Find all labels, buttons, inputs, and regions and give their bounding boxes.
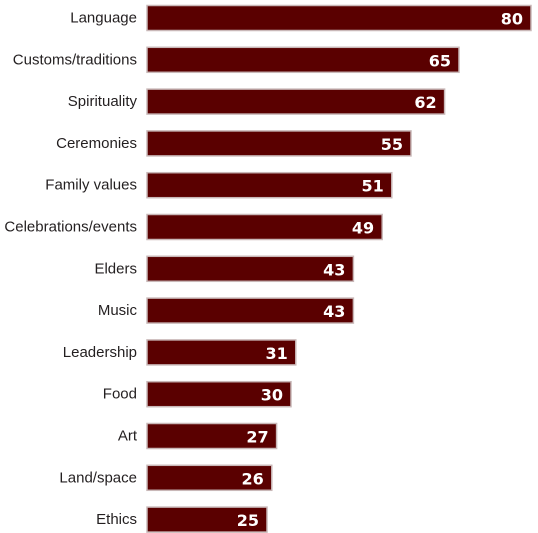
bar-value-label: 26 xyxy=(242,469,264,488)
category-label: Family values xyxy=(45,177,137,194)
category-label: Celebrations/events xyxy=(4,219,137,236)
bar-value-label: 51 xyxy=(362,177,384,196)
category-label: Music xyxy=(98,302,138,319)
bar-value-label: 62 xyxy=(414,93,436,112)
bar xyxy=(146,4,532,32)
bar xyxy=(146,297,355,324)
category-label: Customs/traditions xyxy=(13,51,137,68)
category-label: Ceremonies xyxy=(56,135,137,152)
bar xyxy=(146,171,393,199)
bar-value-label: 31 xyxy=(266,344,288,363)
bar xyxy=(146,130,412,157)
value-labels-layer: 80 65 62 55 51 49 43 43 31 30 27 26 25 xyxy=(237,10,523,531)
category-label: Food xyxy=(103,386,137,403)
category-label: Leadership xyxy=(63,344,137,361)
category-label: Art xyxy=(118,428,138,445)
category-labels-layer: Language Customs/traditions Spirituality Ce… xyxy=(4,10,137,529)
bar xyxy=(146,88,446,115)
bar xyxy=(146,464,273,492)
bar-value-label: 80 xyxy=(501,10,523,29)
category-label: Spirituality xyxy=(68,93,138,110)
bar xyxy=(146,506,268,533)
bar-value-label: 49 xyxy=(352,219,374,238)
category-label: Language xyxy=(70,10,137,27)
bar xyxy=(146,339,297,366)
bar xyxy=(146,255,355,283)
bar-value-label: 65 xyxy=(429,51,451,70)
bar-value-label: 30 xyxy=(261,386,283,405)
bar-value-label: 43 xyxy=(323,302,345,321)
bars-layer xyxy=(146,4,532,533)
bar xyxy=(146,380,292,408)
bar-value-label: 25 xyxy=(237,511,259,530)
bar-value-label: 55 xyxy=(381,135,403,154)
bar xyxy=(146,46,460,74)
category-label: Ethics xyxy=(96,511,137,528)
category-label: Land/space xyxy=(59,469,137,486)
bar xyxy=(146,422,278,450)
bar xyxy=(146,213,383,241)
bar-value-label: 27 xyxy=(246,428,268,447)
category-label: Elders xyxy=(94,260,137,277)
bar-value-label: 43 xyxy=(323,260,345,279)
